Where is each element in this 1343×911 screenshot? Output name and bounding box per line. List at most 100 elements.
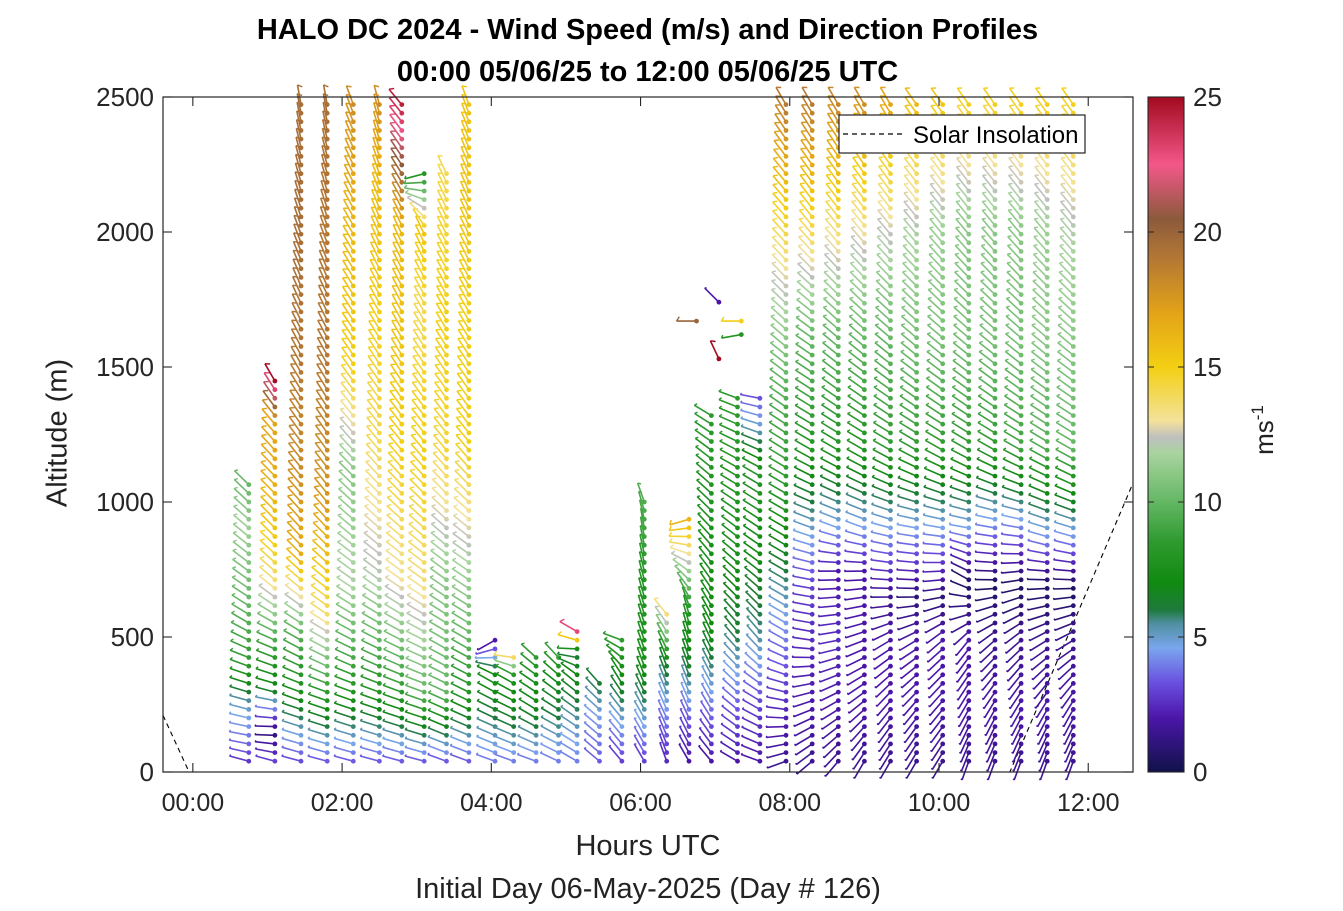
wind-barb-staff bbox=[383, 648, 403, 659]
wind-barb bbox=[307, 718, 330, 729]
wind-barb-feather bbox=[791, 583, 795, 586]
wind-barb-dot bbox=[835, 404, 841, 410]
wind-barb-staff bbox=[286, 512, 302, 529]
wind-barb-dot bbox=[324, 335, 330, 341]
wind-barb bbox=[232, 548, 252, 565]
wind-barb-dot bbox=[783, 119, 789, 125]
wind-barb-dot bbox=[619, 681, 625, 686]
wind-barb-staff bbox=[255, 658, 276, 667]
wind-barb-dot bbox=[324, 629, 330, 634]
wind-barb-dot bbox=[664, 637, 670, 643]
wind-barb-dot bbox=[399, 707, 405, 712]
wind-barb-staff bbox=[363, 540, 380, 555]
wind-barb-dot bbox=[466, 344, 472, 349]
wind-barb-dot bbox=[272, 655, 278, 660]
wind-barb-dot bbox=[399, 197, 405, 203]
wind-barb bbox=[370, 215, 382, 237]
wind-barb-staff bbox=[386, 514, 403, 529]
wind-barb-dot bbox=[272, 741, 278, 747]
wind-barb-dot bbox=[862, 447, 867, 453]
wind-barb-staff bbox=[371, 154, 381, 174]
wind-barb-dot bbox=[783, 637, 789, 643]
wind-barb-dot bbox=[421, 577, 427, 583]
wind-barb-staff bbox=[338, 461, 354, 477]
wind-barb-dot bbox=[735, 551, 740, 557]
wind-barb-dot bbox=[783, 620, 789, 626]
wind-barb-dot bbox=[377, 603, 382, 609]
wind-barb-dot bbox=[377, 136, 382, 142]
wind-barb-dot bbox=[399, 378, 405, 384]
wind-barb-dot bbox=[399, 689, 405, 695]
wind-barb-dot bbox=[350, 430, 356, 436]
wind-barb-dot bbox=[399, 154, 405, 159]
wind-barb-staff bbox=[290, 346, 302, 365]
wind-barb bbox=[366, 424, 382, 444]
wind-barb-dot bbox=[421, 378, 427, 384]
wind-barb-dot bbox=[421, 672, 427, 678]
wind-barb-feather bbox=[388, 87, 395, 90]
wind-barb bbox=[260, 520, 278, 539]
wind-barb bbox=[341, 277, 356, 297]
wind-barb-dot bbox=[809, 361, 815, 367]
wind-barb-dot bbox=[835, 266, 841, 272]
wind-barb-staff bbox=[336, 585, 354, 598]
wind-barb-dot bbox=[350, 395, 356, 401]
wind-barb bbox=[307, 682, 330, 695]
wind-barb-dot bbox=[324, 663, 330, 669]
wind-barb bbox=[286, 546, 304, 565]
wind-barb-feather bbox=[384, 583, 390, 587]
wind-barb bbox=[386, 512, 405, 531]
wind-barb bbox=[342, 224, 356, 246]
wind-barb-dot bbox=[835, 413, 841, 418]
wind-barb-feather bbox=[383, 646, 387, 650]
wind-barb bbox=[257, 610, 278, 626]
wind-barb-dot bbox=[377, 586, 382, 591]
wind-barb-dot bbox=[246, 672, 252, 678]
wind-barb-dot bbox=[556, 681, 561, 686]
wind-barb bbox=[384, 601, 405, 617]
wind-barb-staff bbox=[361, 594, 380, 607]
wind-barb-staff bbox=[255, 686, 276, 693]
wind-barb-dot bbox=[399, 655, 405, 660]
wind-barb bbox=[368, 311, 382, 332]
wind-barb-dot bbox=[757, 525, 763, 531]
wind-barb-dot bbox=[298, 439, 304, 444]
wind-barb-dot bbox=[835, 300, 841, 306]
wind-barb-feather bbox=[366, 416, 372, 418]
wind-barb-dot bbox=[350, 214, 356, 220]
wind-barb-dot bbox=[574, 698, 580, 704]
wind-barb bbox=[333, 709, 356, 721]
wind-barb-dot bbox=[757, 724, 763, 729]
wind-barb-staff bbox=[281, 737, 302, 745]
wind-barb bbox=[287, 494, 304, 513]
wind-barb-dot bbox=[350, 318, 356, 323]
wind-barb-dot bbox=[686, 758, 692, 764]
wind-barb bbox=[359, 736, 382, 747]
wind-barb-dot bbox=[686, 637, 692, 643]
wind-barb-staff bbox=[319, 215, 328, 235]
wind-barb-staff bbox=[372, 119, 381, 140]
wind-barb-dot bbox=[809, 525, 815, 531]
wind-barb bbox=[365, 460, 382, 479]
wind-barb-feather bbox=[307, 754, 310, 757]
wind-barb bbox=[333, 691, 356, 704]
wind-barb-staff bbox=[293, 223, 302, 244]
wind-barb bbox=[336, 574, 356, 591]
wind-barb bbox=[283, 628, 304, 643]
wind-barb-dot bbox=[574, 655, 580, 660]
wind-barb-dot bbox=[350, 689, 356, 695]
wind-barb bbox=[310, 582, 330, 600]
wind-barb-staff bbox=[232, 567, 250, 581]
wind-barb-feather bbox=[260, 538, 265, 541]
wind-barb-dot bbox=[533, 715, 539, 721]
wind-barb bbox=[307, 736, 330, 747]
wind-barb-dot bbox=[298, 447, 304, 453]
wind-barb-staff bbox=[341, 285, 354, 304]
wind-barb-feather bbox=[823, 287, 828, 291]
wind-barb-feather bbox=[259, 547, 265, 550]
wind-barb-feather bbox=[742, 688, 745, 692]
wind-barb-feather bbox=[387, 495, 392, 498]
wind-barb bbox=[342, 250, 356, 272]
wind-barb-feather bbox=[307, 700, 311, 704]
wind-barb-dot bbox=[556, 672, 561, 678]
